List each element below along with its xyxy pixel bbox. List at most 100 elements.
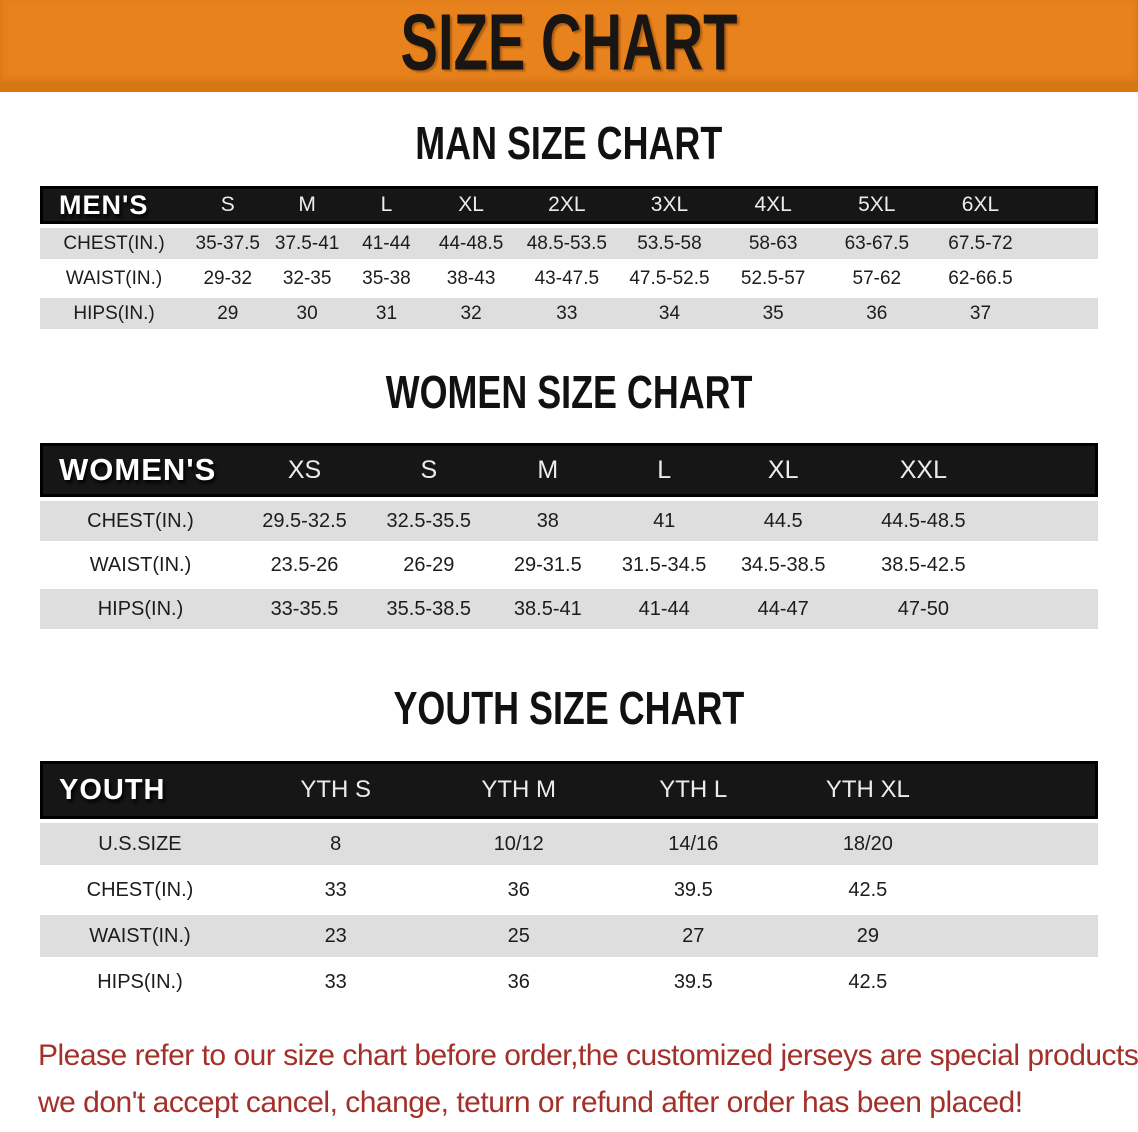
size-column-header: S [367, 443, 490, 497]
measurement-row: CHEST(IN.) 29.5-32.5 32.5-35.5 38 41 44.5 44.5… [40, 501, 1098, 541]
measurement-value: 38-43 [426, 263, 517, 294]
youth-section-heading: YOUTH SIZE CHART [393, 682, 745, 734]
table-header-row: WOMEN'S XS S M L XL XXL [40, 443, 1098, 497]
size-column-header: XS [241, 443, 368, 497]
measurement-value: 37.5-41 [267, 228, 347, 259]
size-column-header: L [606, 443, 723, 497]
row-label: U.S.SIZE [40, 823, 240, 865]
banner-title: SIZE CHART [400, 0, 738, 87]
measurement-value: 47-50 [844, 589, 1003, 629]
measurement-value: 38.5-41 [489, 589, 606, 629]
measurement-value: 41-44 [606, 589, 723, 629]
measurement-value: 39.5 [606, 869, 781, 911]
size-column-header: 2XL [516, 186, 618, 224]
measurement-value: 57-62 [824, 263, 929, 294]
measurement-value: 48.5-53.5 [516, 228, 618, 259]
table-corner-label: MEN'S [40, 186, 189, 224]
measurement-row: WAIST(IN.) 23 25 27 29 [40, 915, 1098, 957]
row-spacer-cell [1002, 589, 1098, 629]
size-column-header: YTH S [239, 761, 432, 819]
header-spacer-cell [955, 761, 1098, 819]
measurement-value: 62-66.5 [928, 263, 1033, 294]
youth-section-heading-wrap: YOUTH SIZE CHART [0, 681, 1138, 735]
measurement-value: 35-38 [346, 263, 427, 294]
row-spacer-cell [1002, 545, 1098, 585]
disclaimer-line-2: we don't accept cancel, change, teturn o… [38, 1085, 1023, 1119]
measurement-value: 44-47 [722, 589, 845, 629]
measurement-value: 58-63 [721, 228, 825, 259]
row-label: HIPS(IN.) [40, 589, 242, 629]
size-column-header: 4XL [721, 186, 825, 224]
section-women: WOMEN SIZE CHART WOMEN'S XS S M L XL XXL CHEST(… [0, 365, 1138, 633]
size-column-header: M [489, 443, 606, 497]
measurement-value: 41-44 [346, 228, 427, 259]
measurement-value: 33 [239, 869, 432, 911]
disclaimer: Please refer to our size chart before or… [38, 1033, 1138, 1126]
size-column-header: YTH L [606, 761, 781, 819]
measurement-value: 36 [431, 869, 606, 911]
measurement-row: HIPS(IN.) 33 36 39.5 42.5 [40, 961, 1098, 1003]
measurement-value: 26-29 [367, 545, 490, 585]
size-column-header: 3XL [617, 186, 722, 224]
women-section-heading-wrap: WOMEN SIZE CHART [0, 365, 1138, 419]
measurement-row: HIPS(IN.) 29 30 31 32 33 34 35 36 37 [40, 298, 1098, 329]
row-label: WAIST(IN.) [40, 915, 240, 957]
measurement-value: 41 [606, 501, 723, 541]
row-label: HIPS(IN.) [40, 298, 189, 329]
size-column-header: XL [722, 443, 845, 497]
size-column-header: M [267, 186, 347, 224]
measurement-value: 29-32 [188, 263, 268, 294]
measurement-value: 29.5-32.5 [241, 501, 368, 541]
measurement-value: 36 [824, 298, 929, 329]
measurement-value: 8 [239, 823, 432, 865]
measurement-value: 37 [928, 298, 1033, 329]
measurement-value: 44-48.5 [426, 228, 517, 259]
measurement-value: 32-35 [267, 263, 347, 294]
row-label: HIPS(IN.) [40, 961, 240, 1003]
banner: SIZE CHART [0, 0, 1138, 92]
row-spacer-cell [955, 961, 1098, 1003]
table-header-row: YOUTH YTH S YTH M YTH L YTH XL [40, 761, 1098, 819]
women-size-table: WOMEN'S XS S M L XL XXL CHEST(IN.) 29.5-32.5 32.5… [40, 439, 1098, 633]
section-men: MAN SIZE CHART MEN'S S M L XL 2XL 3XL 4XL 5XL 6XL… [0, 116, 1138, 333]
measurement-value: 38 [489, 501, 606, 541]
measurement-value: 34.5-38.5 [722, 545, 845, 585]
women-section-heading: WOMEN SIZE CHART [385, 366, 753, 418]
men-section-heading-wrap: MAN SIZE CHART [0, 116, 1138, 170]
measurement-row: U.S.SIZE 8 10/12 14/16 18/20 [40, 823, 1098, 865]
measurement-value: 53.5-58 [617, 228, 722, 259]
men-section-heading: MAN SIZE CHART [415, 117, 723, 169]
measurement-value: 35.5-38.5 [367, 589, 490, 629]
measurement-value: 31.5-34.5 [606, 545, 723, 585]
measurement-value: 44.5 [722, 501, 845, 541]
measurement-value: 31 [346, 298, 427, 329]
size-column-header: YTH M [431, 761, 606, 819]
measurement-value: 39.5 [606, 961, 781, 1003]
measurement-value: 29 [188, 298, 268, 329]
men-size-table: MEN'S S M L XL 2XL 3XL 4XL 5XL 6XL CHEST(IN.) 35-37… [40, 182, 1098, 333]
measurement-value: 35-37.5 [188, 228, 268, 259]
measurement-row: HIPS(IN.) 33-35.5 35.5-38.5 38.5-41 41-44 44-… [40, 589, 1098, 629]
disclaimer-line-1: Please refer to our size chart before or… [38, 1039, 1138, 1072]
header-spacer-cell [1002, 443, 1098, 497]
measurement-value: 25 [431, 915, 606, 957]
row-spacer-cell [955, 915, 1098, 957]
table-corner-label: WOMEN'S [40, 443, 242, 497]
measurement-row: CHEST(IN.) 33 36 39.5 42.5 [40, 869, 1098, 911]
section-youth: YOUTH SIZE CHART YOUTH YTH S YTH M YTH L YTH… [0, 681, 1138, 1007]
size-column-header: S [188, 186, 268, 224]
table-header-row: MEN'S S M L XL 2XL 3XL 4XL 5XL 6XL [40, 186, 1098, 224]
row-spacer-cell [1032, 228, 1098, 259]
measurement-value: 23.5-26 [241, 545, 368, 585]
measurement-row: WAIST(IN.) 23.5-26 26-29 29-31.5 31.5-34.5 34… [40, 545, 1098, 585]
measurement-value: 30 [267, 298, 347, 329]
row-spacer-cell [1032, 298, 1098, 329]
measurement-row: WAIST(IN.) 29-32 32-35 35-38 38-43 43-47.5 47.… [40, 263, 1098, 294]
measurement-value: 44.5-48.5 [844, 501, 1003, 541]
measurement-value: 33-35.5 [241, 589, 368, 629]
measurement-value: 14/16 [606, 823, 781, 865]
size-column-header: 6XL [928, 186, 1033, 224]
table-corner-label: YOUTH [40, 761, 240, 819]
header-spacer-cell [1032, 186, 1098, 224]
